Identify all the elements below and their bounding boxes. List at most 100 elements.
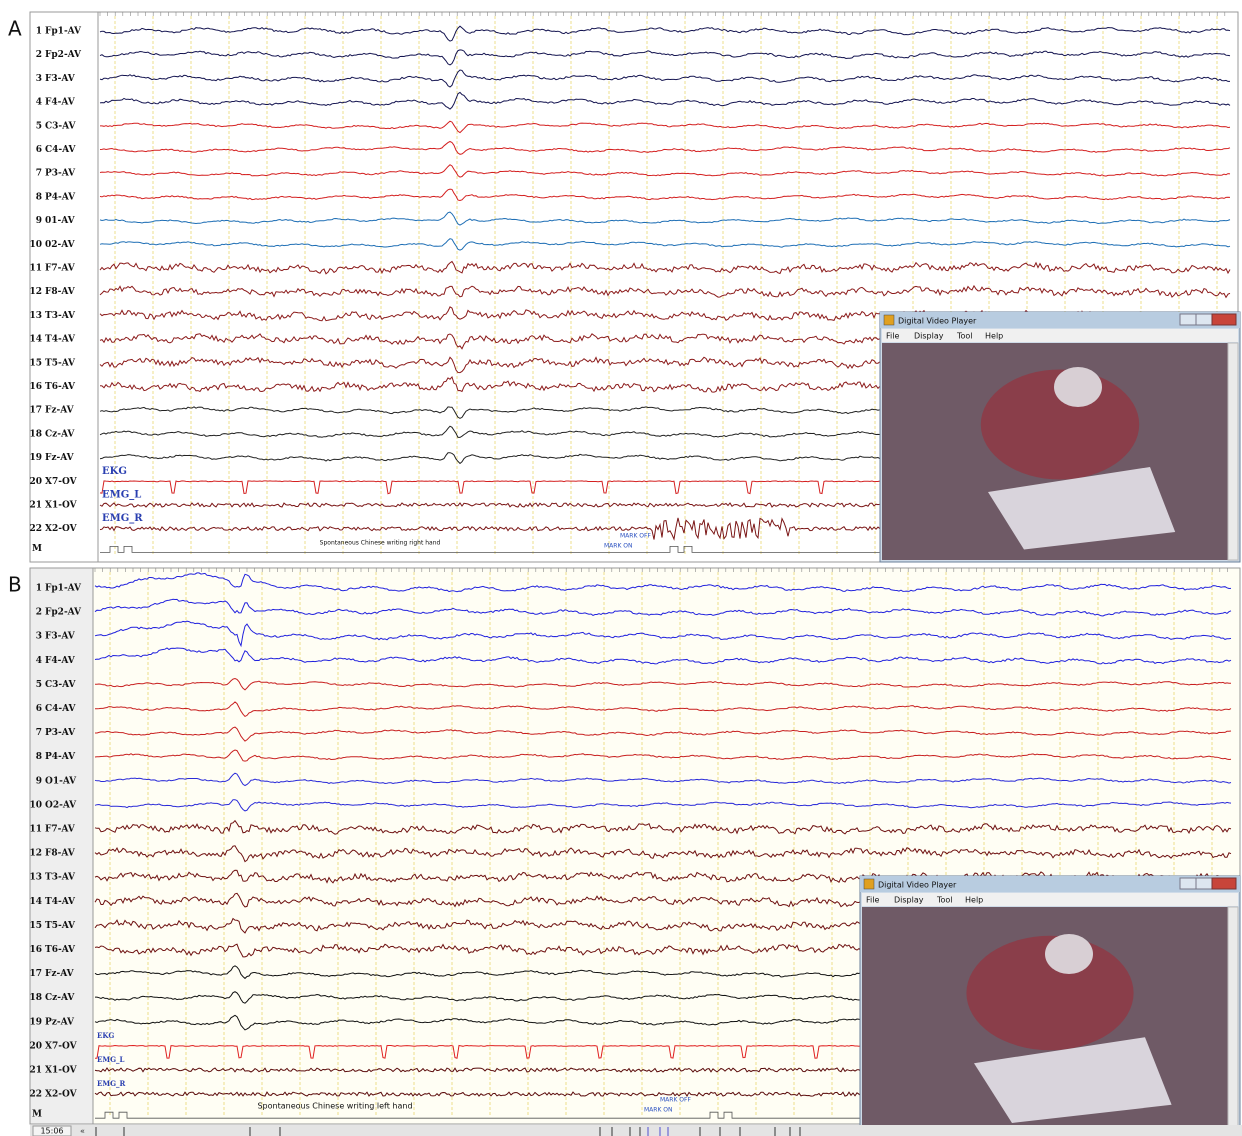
channel-number: 6 — [36, 145, 42, 155]
channel-name: T3-AV — [45, 311, 76, 321]
channel-name: X1-OV — [45, 501, 78, 511]
video-scrollbar[interactable] — [1228, 343, 1238, 560]
channel-name: F3-AV — [45, 632, 76, 642]
channel-number: 10 — [29, 800, 42, 810]
channel-name: X1-OV — [45, 1066, 78, 1076]
window-title: Digital Video Player — [898, 317, 977, 326]
menu-item[interactable]: File — [866, 896, 879, 905]
channel-name: P3-AV — [45, 169, 76, 179]
channel-number: 8 — [36, 192, 42, 202]
channel-name: F4-AV — [45, 656, 76, 666]
status-bar — [30, 1125, 1242, 1136]
channel-name: Fz-AV — [45, 406, 75, 416]
mark-on: MARK ON — [644, 1107, 673, 1114]
menu-item[interactable]: Tool — [956, 332, 973, 341]
footer-time: 15:06 — [40, 1127, 63, 1136]
panel-label: B — [8, 573, 22, 597]
channel-number: 17 — [29, 969, 42, 979]
window-title: Digital Video Player — [878, 881, 957, 890]
channel-name: Fz-AV — [45, 453, 75, 463]
channel-name: X2-OV — [45, 1090, 78, 1100]
channel-name: Fp1-AV — [45, 584, 82, 594]
channel-name: Pz-AV — [45, 1017, 75, 1027]
channel-number: 7 — [36, 728, 42, 738]
channel-number: 3 — [36, 632, 42, 642]
channel-name: C3-AV — [45, 121, 76, 131]
menu-item[interactable]: Tool — [936, 896, 953, 905]
channel-number: 10 — [29, 240, 42, 250]
mark-off: MARK OFF — [620, 533, 651, 540]
channel-name: X7-OV — [45, 1041, 78, 1051]
channel-number: 6 — [36, 704, 42, 714]
channel-number: 9 — [36, 216, 42, 226]
channel-number: 18 — [29, 429, 42, 439]
channel-number: 1 — [36, 27, 42, 37]
channel-number: 17 — [29, 406, 42, 416]
menu-item[interactable]: File — [886, 332, 899, 341]
channel-number: 3 — [36, 74, 42, 84]
channel-note: EMG_L — [97, 1055, 125, 1064]
channel-number: 12 — [29, 287, 42, 297]
maximize-button[interactable] — [1196, 878, 1212, 889]
channel-number: 21 — [29, 501, 42, 511]
channel-name: T6-AV — [45, 945, 76, 955]
minimize-button[interactable] — [1180, 314, 1196, 325]
panel-label: A — [8, 17, 22, 41]
channel-number: 20 — [29, 1041, 42, 1051]
channel-name: P4-AV — [45, 192, 76, 202]
channel-number: 2 — [36, 608, 42, 618]
channel-name: T4-AV — [45, 897, 76, 907]
channel-number: 15 — [29, 921, 42, 931]
channel-number: 16 — [29, 945, 42, 955]
channel-number: 14 — [29, 897, 42, 907]
event-note: Spontaneous Chinese writing left hand — [257, 1102, 412, 1111]
menu-item[interactable]: Display — [914, 332, 944, 341]
maximize-button[interactable] — [1196, 314, 1212, 325]
app-icon — [864, 879, 874, 889]
channel-name: O2-AV — [45, 800, 77, 810]
channel-name: T4-AV — [45, 335, 76, 345]
channel-name: F8-AV — [45, 849, 76, 859]
channel-note: EMG_R — [97, 1079, 126, 1088]
video-scrollbar[interactable] — [1228, 907, 1238, 1134]
mark-off: MARK OFF — [660, 1097, 691, 1104]
channel-number: 15 — [29, 358, 42, 368]
menu-item[interactable]: Help — [985, 332, 1003, 341]
close-button[interactable] — [1212, 878, 1236, 889]
channel-number: 9 — [36, 776, 42, 786]
app-icon — [884, 315, 894, 325]
video-player-window: Digital Video Player File Display Tool Help — [860, 876, 1240, 1136]
channel-name: C4-AV — [45, 704, 76, 714]
channel-name: Fp2-AV — [45, 50, 82, 60]
channel-name: F7-AV — [45, 825, 76, 835]
close-button[interactable] — [1212, 314, 1236, 325]
channel-name: T5-AV — [45, 921, 76, 931]
channel-number: 22 — [29, 1090, 42, 1100]
channel-name: Fz-AV — [45, 969, 75, 979]
menu-item[interactable]: Help — [965, 896, 983, 905]
menu-item[interactable]: Display — [894, 896, 924, 905]
channel-note: EKG — [97, 1031, 114, 1040]
channel-number: 18 — [29, 993, 42, 1003]
channel-name: F8-AV — [45, 287, 76, 297]
channel-name: Fp2-AV — [45, 608, 82, 618]
channel-name: P3-AV — [45, 728, 76, 738]
channel-name: 02-AV — [45, 240, 76, 250]
minimize-button[interactable] — [1180, 878, 1196, 889]
channel-number: 13 — [29, 311, 42, 321]
channel-number: 22 — [29, 524, 42, 534]
channel-name: O1-AV — [45, 776, 77, 786]
channel-number: 5 — [36, 121, 42, 131]
channel-name: Cz-AV — [45, 429, 75, 439]
channel-name: F4-AV — [45, 98, 76, 108]
channel-name: C4-AV — [45, 145, 76, 155]
channel-number: 2 — [36, 50, 42, 60]
channel-name: T5-AV — [45, 358, 76, 368]
rewind-button[interactable]: « — [80, 1127, 85, 1136]
channel-name: F3-AV — [45, 74, 76, 84]
channel-name: X2-OV — [45, 524, 78, 534]
channel-note: EMG_L — [102, 490, 141, 501]
channel-name: T3-AV — [45, 873, 76, 883]
channel-number: 8 — [36, 752, 42, 762]
channel-number: 4 — [36, 98, 42, 108]
